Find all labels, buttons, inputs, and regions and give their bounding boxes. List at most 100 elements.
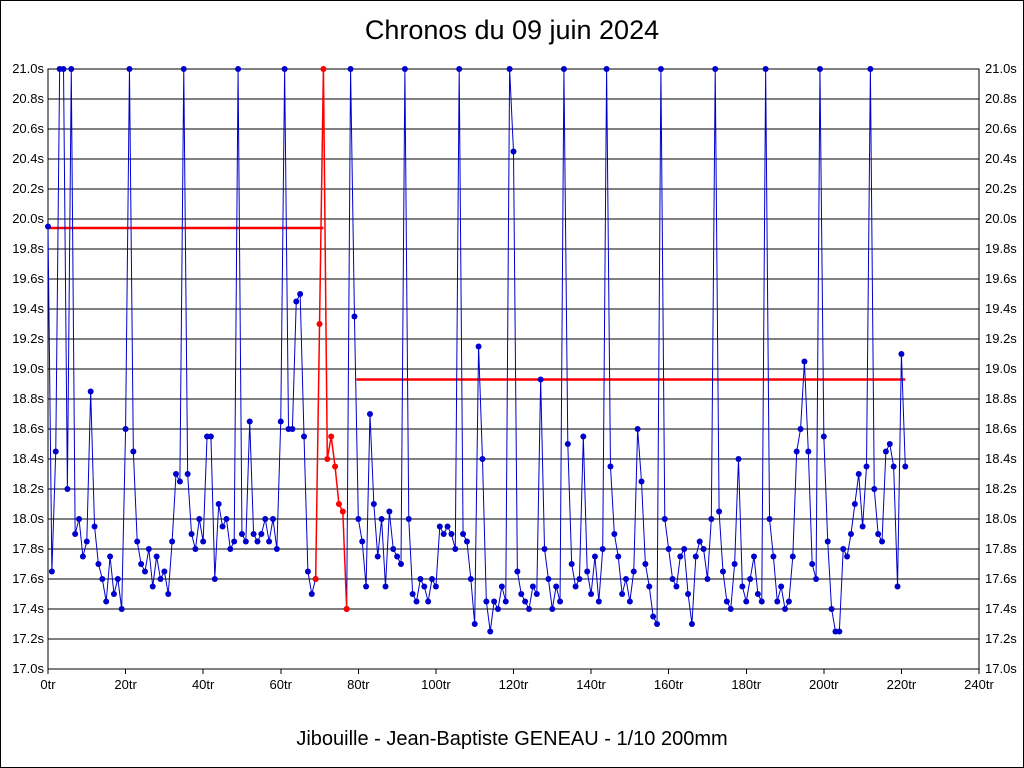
data-point xyxy=(351,313,358,320)
data-point xyxy=(677,553,684,560)
data-point xyxy=(584,568,591,575)
data-point xyxy=(882,448,889,455)
data-point xyxy=(91,523,98,530)
data-point xyxy=(506,66,513,72)
data-point xyxy=(650,613,657,620)
y-axis-label-right: 17.6s xyxy=(985,571,1017,586)
data-point xyxy=(770,553,777,560)
data-point xyxy=(665,546,672,552)
y-axis-label-left: 20.2s xyxy=(12,181,44,196)
x-axis-label: 0tr xyxy=(40,677,56,692)
data-point xyxy=(219,523,226,530)
data-point xyxy=(766,516,773,522)
data-point xyxy=(103,598,110,605)
data-point xyxy=(382,583,389,590)
data-point xyxy=(332,463,339,470)
data-point xyxy=(646,583,653,590)
y-axis-label-left: 20.0s xyxy=(12,211,44,226)
data-point xyxy=(522,598,529,605)
data-point xyxy=(52,448,59,455)
y-axis-label-right: 17.4s xyxy=(985,601,1017,616)
y-axis-label-right: 19.8s xyxy=(985,241,1017,256)
data-point xyxy=(847,531,854,537)
data-point xyxy=(475,343,482,350)
data-point xyxy=(816,66,823,72)
data-point xyxy=(886,441,893,447)
data-point xyxy=(266,538,273,545)
data-point xyxy=(634,426,641,432)
data-point xyxy=(828,606,835,612)
y-axis-label-right: 19.4s xyxy=(985,301,1017,316)
data-point xyxy=(747,576,754,582)
data-point xyxy=(560,66,567,72)
y-axis-label-left: 17.4s xyxy=(12,601,44,616)
data-point xyxy=(801,358,808,365)
data-point xyxy=(254,538,261,545)
data-point xyxy=(192,546,199,552)
y-axis-label-left: 18.2s xyxy=(12,481,44,496)
data-point xyxy=(273,546,280,552)
x-axis-label: 220tr xyxy=(887,677,917,692)
y-axis-label-left: 20.4s xyxy=(12,151,44,166)
data-point xyxy=(681,546,688,552)
y-axis-label-right: 20.4s xyxy=(985,151,1017,166)
data-point xyxy=(235,66,242,72)
data-point xyxy=(386,508,393,515)
data-point xyxy=(572,583,579,590)
data-point xyxy=(580,433,587,440)
data-point xyxy=(320,66,327,72)
y-axis-label-left: 18.8s xyxy=(12,391,44,406)
data-point xyxy=(130,448,137,455)
data-point xyxy=(599,546,606,552)
y-axis-label-right: 17.0s xyxy=(985,661,1017,676)
data-point xyxy=(859,523,866,530)
data-point xyxy=(494,606,501,612)
data-point xyxy=(359,538,366,545)
data-point xyxy=(417,576,424,582)
x-axis-label: 140tr xyxy=(576,677,606,692)
data-point xyxy=(231,538,238,545)
y-axis-label-left: 20.8s xyxy=(12,91,44,106)
data-point xyxy=(312,576,319,582)
data-point xyxy=(246,418,253,425)
data-point xyxy=(564,441,571,447)
data-point xyxy=(95,561,102,567)
data-point xyxy=(324,456,331,462)
data-point xyxy=(366,411,373,417)
data-point xyxy=(269,516,276,522)
data-point xyxy=(60,66,67,72)
data-point xyxy=(716,508,723,515)
data-point xyxy=(460,531,467,537)
data-point xyxy=(661,516,668,522)
y-axis-label-left: 17.0s xyxy=(12,661,44,676)
data-point xyxy=(894,583,901,590)
data-point xyxy=(851,501,858,507)
y-axis-label-right: 18.8s xyxy=(985,391,1017,406)
data-point xyxy=(398,561,405,567)
y-axis-label-left: 21.0s xyxy=(12,61,44,76)
y-axis-label-left: 19.0s xyxy=(12,361,44,376)
x-axis-label: 180tr xyxy=(731,677,761,692)
data-point xyxy=(114,576,121,582)
data-point xyxy=(328,433,335,440)
y-axis-label-right: 19.0s xyxy=(985,361,1017,376)
data-point xyxy=(211,576,218,582)
data-point xyxy=(293,298,300,305)
data-point xyxy=(603,66,610,72)
data-point xyxy=(483,598,490,605)
y-axis-label-right: 18.2s xyxy=(985,481,1017,496)
data-point xyxy=(374,553,381,560)
data-point xyxy=(440,531,447,537)
data-point xyxy=(545,576,552,582)
data-point xyxy=(165,591,172,597)
data-point xyxy=(277,418,284,425)
data-point xyxy=(215,501,222,507)
y-axis-label-left: 19.4s xyxy=(12,301,44,316)
data-point xyxy=(607,463,614,470)
data-point xyxy=(743,598,750,605)
data-point xyxy=(751,553,758,560)
data-point xyxy=(378,516,385,522)
data-point xyxy=(692,553,699,560)
data-point xyxy=(836,628,843,635)
y-axis-label-right: 18.0s xyxy=(985,511,1017,526)
